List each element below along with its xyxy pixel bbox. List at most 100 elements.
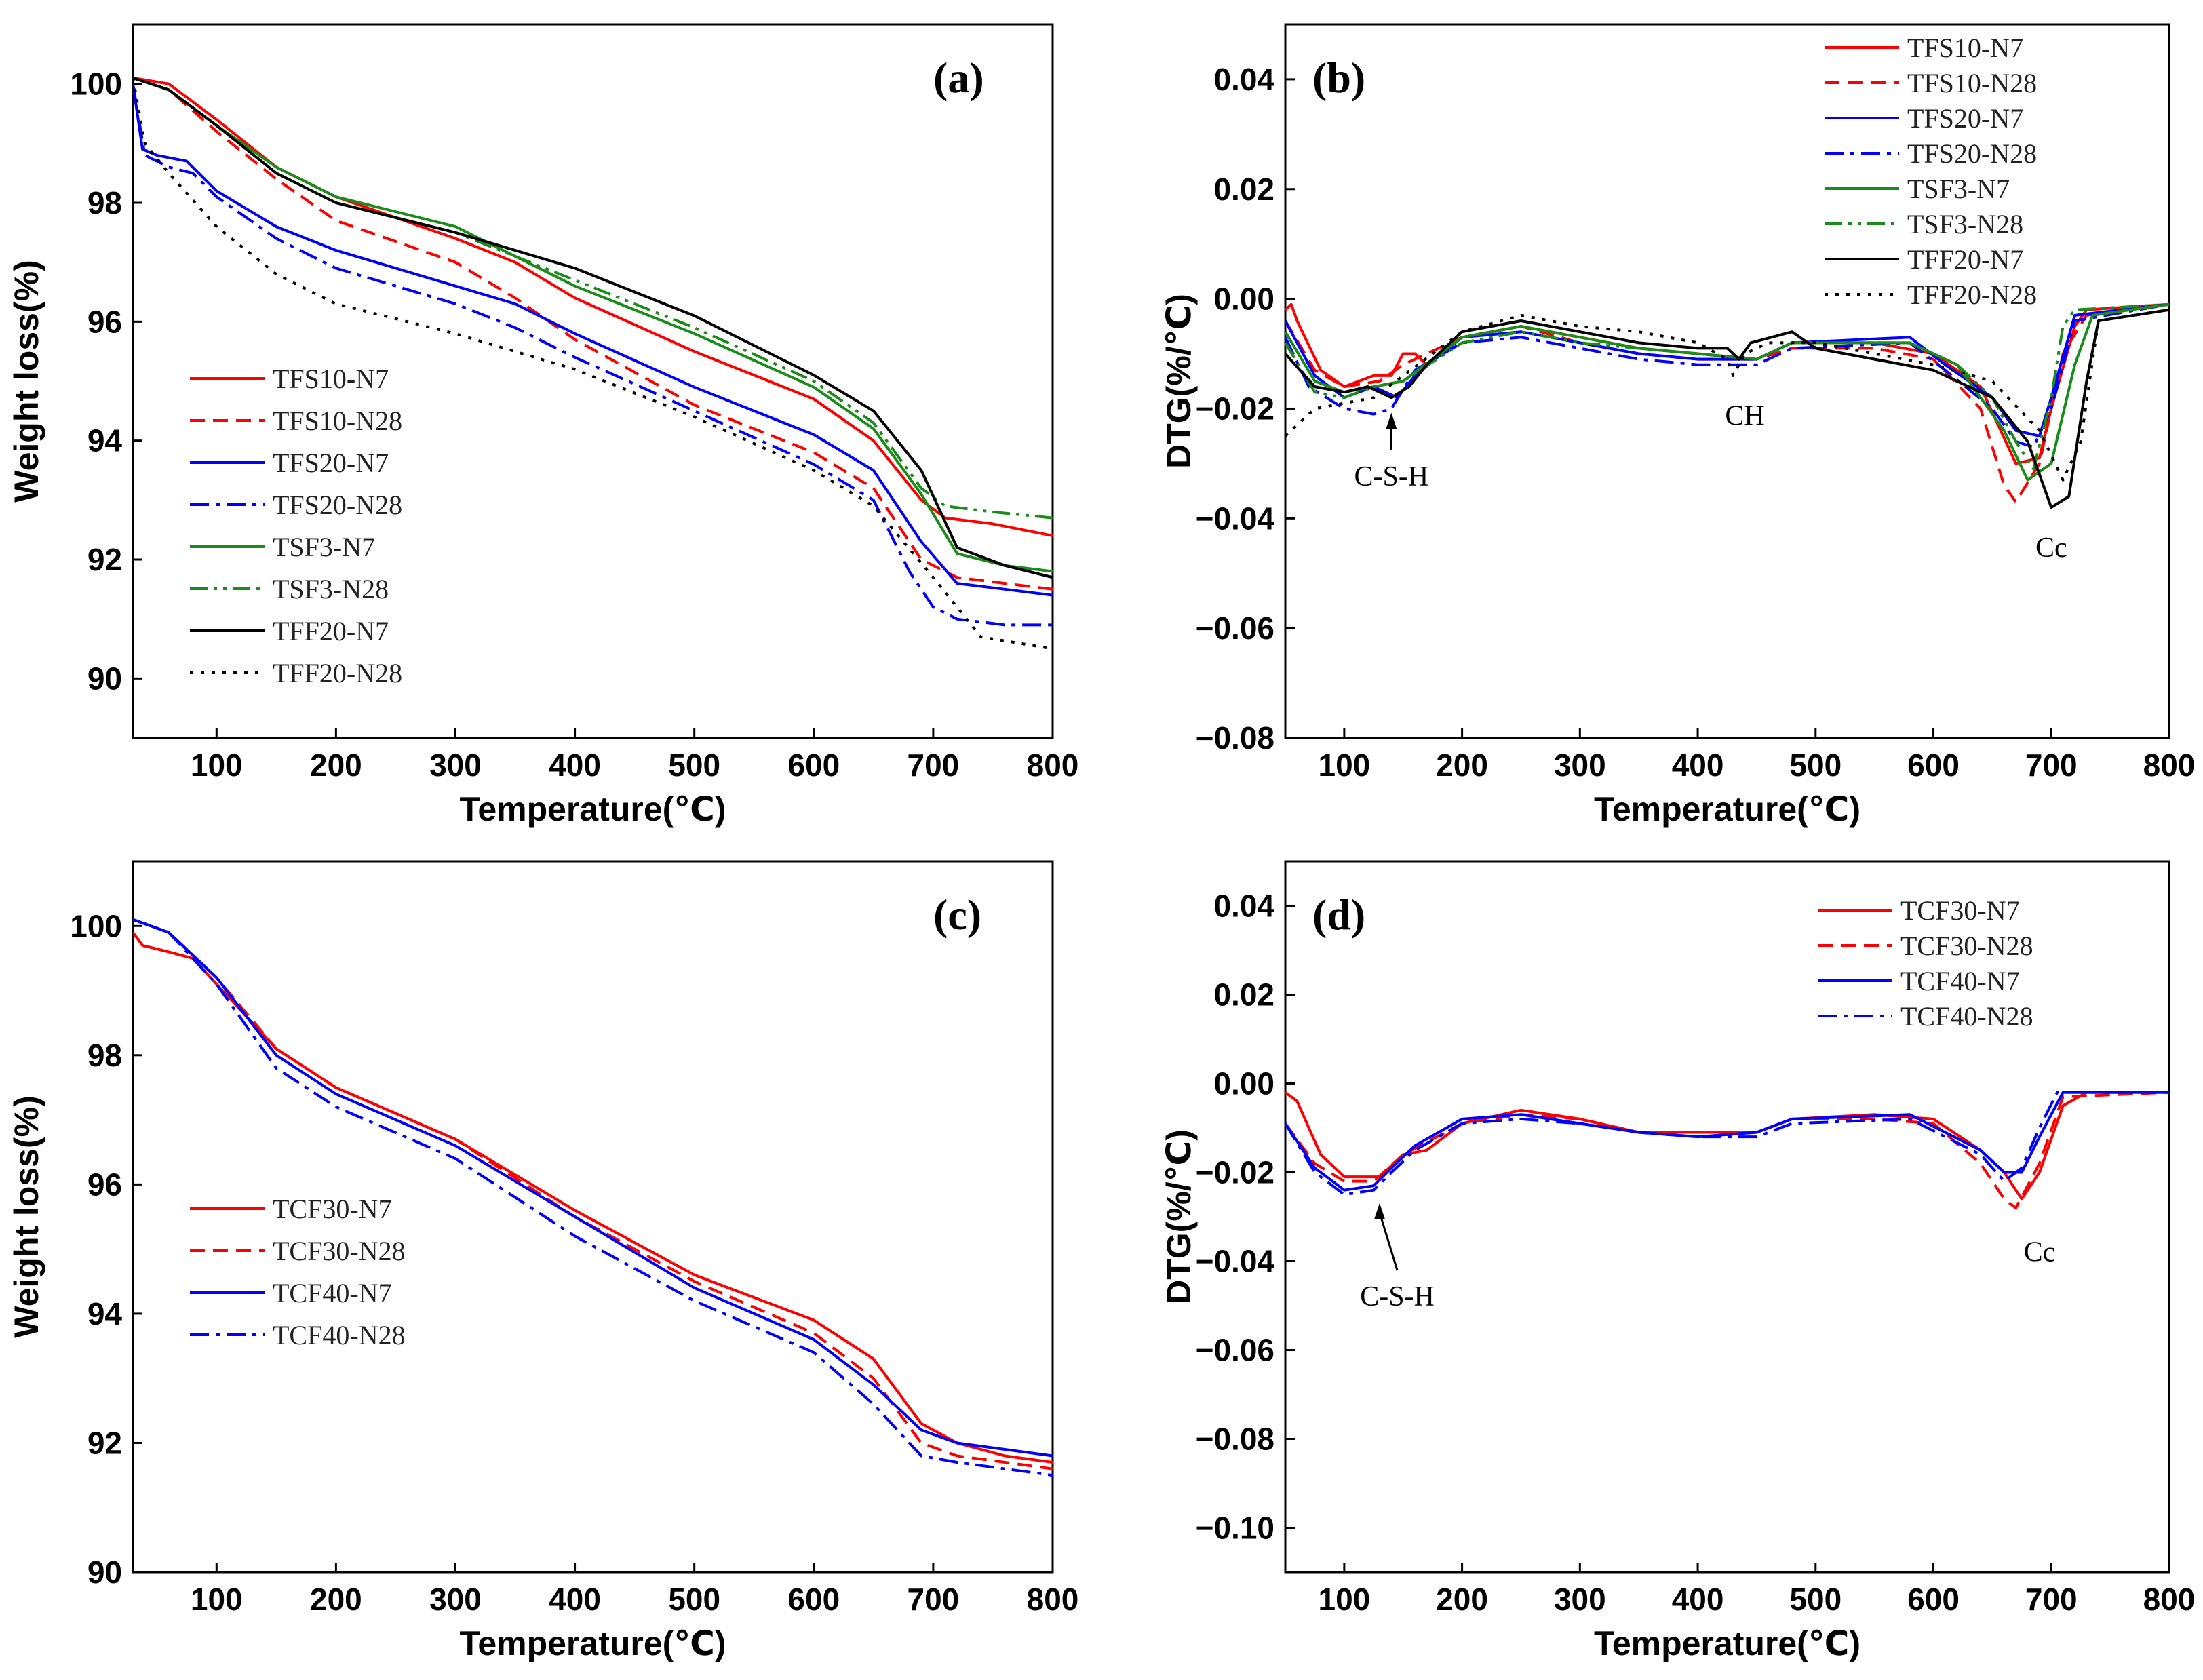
y-tick-label: 0.02 <box>1213 172 1274 207</box>
y-tick-label: 94 <box>87 1296 123 1331</box>
series-line-tcf40-n28 <box>133 918 1053 1477</box>
x-tick-label: 600 <box>1907 747 1960 783</box>
x-tick-label: 700 <box>2025 747 2078 783</box>
x-tick-label: 800 <box>2143 1582 2196 1617</box>
y-tick-label: −0.04 <box>1196 1244 1275 1279</box>
annotation-c-s-h: C-S-H <box>1354 461 1429 492</box>
legend-label-tfs20-n7: TFS20-N7 <box>1907 103 2023 134</box>
series-line-tff20-n7 <box>133 77 1053 579</box>
series-line-tcf30-n7 <box>1285 1091 2169 1200</box>
series-line-tfs10-n7 <box>133 76 1053 537</box>
panel-c: 100 200 300 400 500 600 700 800 90 92 94 96 98 100 Tem… <box>7 860 1079 1662</box>
legend-label-tsf3-n28: TSF3-N28 <box>1907 209 2023 239</box>
annotation-cc: Cc <box>2035 532 2067 564</box>
series-line-tff20-n28 <box>133 77 1053 650</box>
x-tick-label: 400 <box>1672 747 1724 783</box>
legend-label-tcf40-n7: TCF40-N7 <box>1900 966 2020 996</box>
y-tick-label: 100 <box>70 908 122 943</box>
x-tick-label: 700 <box>908 1582 960 1617</box>
x-tick-label: 500 <box>1789 747 1841 783</box>
y-tick-label: 0.00 <box>1213 1066 1274 1101</box>
legend-label-tcf40-n7: TCF40-N7 <box>273 1278 392 1308</box>
legend-label-tfs10-n7: TFS10-N7 <box>1907 33 2023 63</box>
series-line-tcf40-n7 <box>133 918 1053 1458</box>
x-tick-label: 500 <box>1789 1582 1841 1617</box>
legend-label-tff20-n7: TFF20-N7 <box>273 616 389 646</box>
x-tick-label: 300 <box>1554 1582 1606 1617</box>
annotation-arrow <box>1378 1212 1399 1271</box>
legend-label-tsf3-n7: TSF3-N7 <box>273 532 375 562</box>
series-line-tfs20-n28 <box>133 83 1053 627</box>
panel-tag: (d) <box>1312 891 1365 939</box>
series-line-tcf30-n7 <box>133 931 1053 1464</box>
y-axis-label: DTG(%/℃) <box>1160 294 1198 469</box>
x-tick-label: 100 <box>191 1582 243 1617</box>
series-line-tcf30-n28 <box>1285 1091 2169 1209</box>
x-axis-label: Temperature(℃) <box>1594 790 1860 828</box>
series-line-tfs20-n7 <box>133 83 1053 597</box>
series-line-tff20-n7 <box>1285 308 2169 509</box>
legend-label-tcf30-n7: TCF30-N7 <box>273 1194 392 1224</box>
legend-label-tsf3-n7: TSF3-N7 <box>1907 174 2010 204</box>
legend-label-tcf30-n7: TCF30-N7 <box>1900 895 2020 926</box>
annotation-ch: CH <box>1725 401 1764 432</box>
x-tick-label: 800 <box>1027 747 1079 783</box>
legend-label-tcf40-n28: TCF40-N28 <box>1900 1001 2033 1032</box>
y-tick-label: 96 <box>87 1167 122 1202</box>
plot-frame <box>1284 23 2170 739</box>
y-tick-label: −0.08 <box>1196 1422 1274 1457</box>
annotation-cc: Cc <box>2024 1237 2056 1268</box>
x-tick-label: 400 <box>549 747 601 783</box>
x-tick-label: 500 <box>668 747 720 783</box>
series-line-tfs10-n28 <box>133 77 1053 591</box>
legend-label-tfs10-n28: TFS10-N28 <box>1907 68 2037 98</box>
x-tick-label: 400 <box>1672 1582 1724 1617</box>
y-tick-label: −0.02 <box>1196 1155 1274 1190</box>
y-tick-label: 98 <box>87 1038 122 1073</box>
panel-b: 100 200 300 400 500 600 700 800 −0.08 −0.06 −0.04 −… <box>1160 23 2196 828</box>
x-tick-label: 400 <box>549 1582 601 1617</box>
y-tick-label: 92 <box>87 1425 122 1460</box>
x-tick-label: 300 <box>1554 747 1606 783</box>
y-tick-label: 90 <box>87 661 122 696</box>
legend-label-tfs20-n7: TFS20-N7 <box>273 448 389 478</box>
y-tick-label: 0.00 <box>1213 281 1274 317</box>
y-tick-label: −0.10 <box>1196 1510 1274 1546</box>
legend-label-tfs10-n7: TFS10-N7 <box>273 364 389 394</box>
legend-label-tsf3-n28: TSF3-N28 <box>273 574 389 604</box>
legend-label-tfs10-n28: TFS10-N28 <box>273 406 402 436</box>
legend-label-tff20-n28: TFF20-N28 <box>273 658 402 688</box>
x-tick-label: 100 <box>1318 1582 1370 1617</box>
y-tick-label: 100 <box>70 66 122 102</box>
x-tick-label: 600 <box>1907 1582 1960 1617</box>
x-tick-label: 600 <box>787 1582 840 1617</box>
y-tick-label: 98 <box>87 185 122 220</box>
y-tick-label: 94 <box>87 423 123 458</box>
y-tick-label: 90 <box>87 1555 122 1590</box>
x-tick-label: 300 <box>429 1582 482 1617</box>
series-line-tcf30-n28 <box>133 918 1053 1470</box>
x-tick-label: 500 <box>668 1582 720 1617</box>
y-tick-label: 0.02 <box>1213 977 1274 1013</box>
panel-d: 100 200 300 400 500 600 700 800 −0.10 −0.08 −0.06 −… <box>1160 860 2196 1662</box>
y-axis-label: DTG(%/℃) <box>1160 1129 1198 1304</box>
legend-label-tcf30-n28: TCF30-N28 <box>273 1236 406 1266</box>
y-axis-label: Weight loss(%) <box>7 260 45 502</box>
x-tick-label: 100 <box>1318 747 1370 783</box>
x-axis-label: Temperature(℃) <box>1594 1624 1860 1662</box>
plot-frame <box>132 23 1054 739</box>
y-tick-label: −0.04 <box>1196 501 1275 536</box>
y-tick-label: −0.06 <box>1196 1333 1274 1368</box>
series-line-tcf40-n28 <box>1285 1091 2169 1196</box>
x-tick-label: 200 <box>310 1582 362 1617</box>
plot-frame <box>1284 860 2170 1574</box>
plot-frame <box>132 860 1054 1574</box>
annotation-arrowhead <box>1373 1203 1385 1219</box>
x-tick-label: 700 <box>2025 1582 2078 1617</box>
x-tick-label: 200 <box>310 747 362 783</box>
x-tick-label: 800 <box>2143 747 2196 783</box>
legend-label-tff20-n28: TFF20-N28 <box>1907 279 2037 310</box>
y-tick-label: −0.06 <box>1196 610 1274 646</box>
x-tick-label: 800 <box>1027 1582 1079 1617</box>
